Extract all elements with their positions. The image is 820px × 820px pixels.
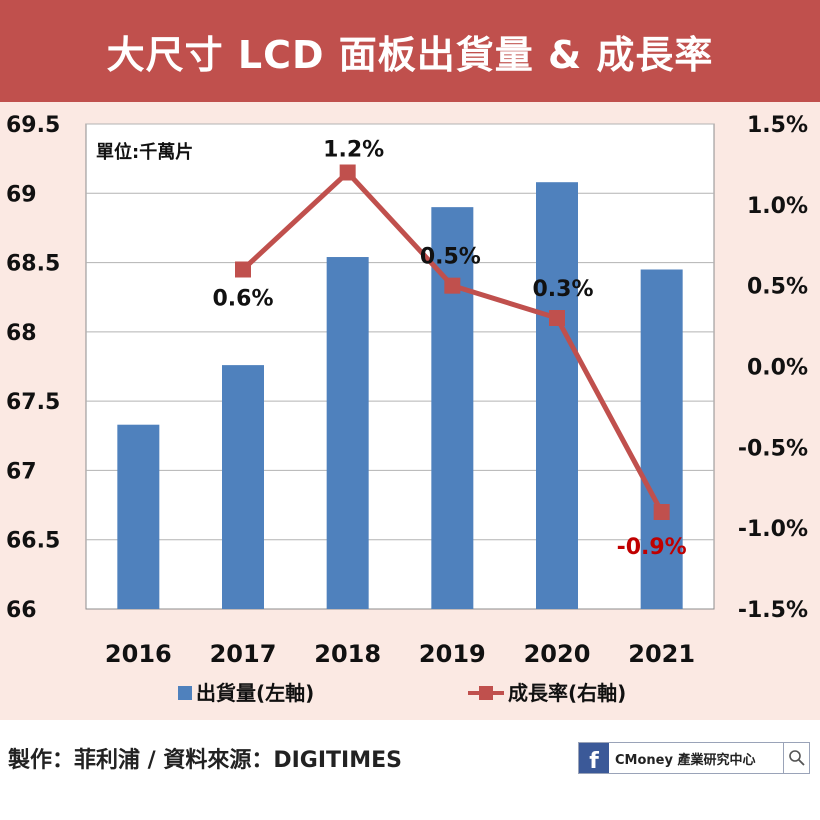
left-tick-label: 67 xyxy=(6,459,37,484)
data-label: 1.2% xyxy=(323,138,384,163)
plot-area xyxy=(85,123,715,610)
right-tick-label: 0.0% xyxy=(747,356,808,381)
brand-label: CMoney 產業研究中心 xyxy=(615,752,756,768)
legend-swatch-marker xyxy=(479,686,493,700)
x-tick-label: 2017 xyxy=(210,640,277,668)
left-tick-label: 68 xyxy=(6,321,37,346)
facebook-icon: f xyxy=(579,743,609,773)
data-label: 0.6% xyxy=(212,287,273,312)
left-tick-label: 69.5 xyxy=(6,113,60,138)
bar-2021 xyxy=(640,269,683,609)
bar-2020 xyxy=(536,182,578,609)
brand-badge[interactable]: f CMoney 產業研究中心 xyxy=(578,742,810,774)
search-icon[interactable] xyxy=(783,743,809,773)
source-credit: 製作：菲利浦 / 資料來源：DIGITIMES xyxy=(8,748,403,773)
left-tick-label: 66.5 xyxy=(6,529,60,554)
right-tick-label: 0.5% xyxy=(747,275,808,300)
growth-point-2020 xyxy=(549,310,565,326)
x-tick-label: 2018 xyxy=(314,640,381,668)
left-tick-label: 66 xyxy=(6,598,37,623)
data-label: 0.3% xyxy=(532,277,593,302)
growth-point-2021 xyxy=(653,504,670,520)
x-tick-label: 2020 xyxy=(524,640,591,668)
title-bar: 大尺寸 LCD 面板出貨量 & 成長率 xyxy=(0,0,820,102)
left-tick-label: 69 xyxy=(6,182,37,207)
growth-point-2017 xyxy=(235,261,251,278)
growth-point-2019 xyxy=(444,277,461,294)
footer: 製作：菲利浦 / 資料來源：DIGITIMES f CMoney 產業研究中心 xyxy=(0,720,820,820)
bar-2017 xyxy=(222,365,264,609)
x-tick-label: 2016 xyxy=(105,640,172,668)
x-tick-label: 2021 xyxy=(628,640,695,668)
right-tick-label: 1.5% xyxy=(747,113,808,138)
x-tick-label: 2019 xyxy=(419,640,486,668)
legend-swatch-bar xyxy=(178,686,192,700)
combo-chart: 66 66.5 67 67.5 68 68.5 69 69.5 -1.5% -1.0% -0.5% 0… xyxy=(6,113,808,705)
left-tick-label: 68.5 xyxy=(6,252,60,277)
right-tick-label: -1.5% xyxy=(738,598,808,623)
data-label: -0.9% xyxy=(617,535,687,560)
bar-2018 xyxy=(326,257,369,609)
data-label: 0.5% xyxy=(420,245,481,270)
bar-2016 xyxy=(117,424,160,609)
unit-note: 單位:千萬片 xyxy=(96,141,193,163)
legend-label-bar: 出貨量(左軸) xyxy=(196,681,314,705)
left-tick-label: 67.5 xyxy=(6,390,60,415)
chart-panel: 66 66.5 67 67.5 68 68.5 69 69.5 -1.5% -1.0% -0.5% 0… xyxy=(0,102,820,720)
legend-label-line: 成長率(右軸) xyxy=(508,681,626,705)
right-tick-label: -0.5% xyxy=(738,436,808,461)
right-tick-label: -1.0% xyxy=(738,517,808,542)
page-title: 大尺寸 LCD 面板出貨量 & 成長率 xyxy=(106,32,714,77)
growth-point-2018 xyxy=(339,164,356,181)
right-tick-label: 1.0% xyxy=(747,194,808,219)
